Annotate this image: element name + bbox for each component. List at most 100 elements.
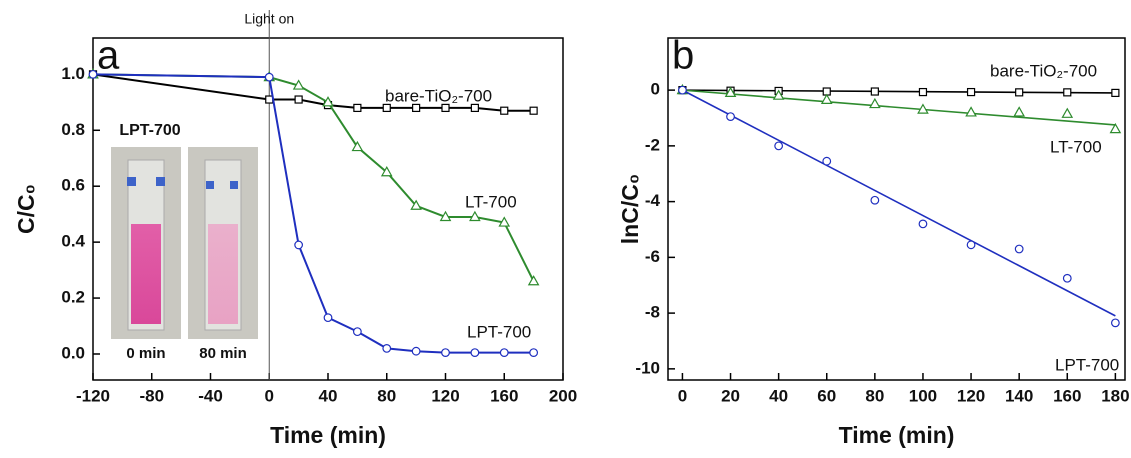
marker [966,240,976,250]
marker [470,103,479,113]
marker [294,95,303,104]
marker [382,103,391,113]
marker [382,344,392,353]
marker [1014,244,1024,254]
series-label: LT-700 [465,192,517,211]
x-tick-label: 0 [678,386,687,405]
marker [870,195,880,205]
x-tick-label: 200 [549,386,577,405]
marker [292,79,305,90]
y-tick-label: -10 [635,358,660,377]
x-tick-label: 0 [265,386,274,405]
x-tick-label: 20 [721,386,740,405]
x-tick-label: 160 [1053,386,1081,405]
marker [380,166,393,177]
y-axis-title: C/C₀ [13,184,39,234]
cap-mark [230,181,238,189]
marker [351,140,364,152]
marker [1110,318,1120,328]
marker [499,348,509,357]
x-tick-label: 180 [1101,386,1129,405]
x-tick-label: 80 [865,386,884,405]
fit-line [682,89,1116,126]
y-axis-title: lnC/C₀ [617,174,643,244]
marker [1063,88,1072,97]
plot-frame [667,37,1126,381]
marker [439,210,452,222]
marker [352,327,362,337]
marker [1015,88,1024,97]
marker [529,106,538,115]
x-tick-label: -80 [139,386,164,405]
marker [469,210,481,222]
y-tick-label: 0.8 [61,120,85,139]
y-tick-label: 0.4 [61,232,85,251]
series-label: LT-700 [1050,137,1102,156]
y-tick-label: -8 [645,303,660,322]
x-tick-label: 60 [817,386,836,405]
panel-label: a [97,34,120,78]
marker [353,103,362,113]
y-tick-label: 1.0 [61,64,85,83]
marker [1062,273,1072,283]
marker [529,348,539,357]
marker [1013,106,1025,117]
marker [918,219,928,229]
y-tick-label: 0.6 [61,176,85,195]
x-axis-title: Time (min) [839,422,955,448]
series-label: bare-TiO₂-700 [990,61,1097,80]
fit-line [682,89,1116,94]
y-tick-label: 0.0 [61,343,85,362]
marker [441,103,450,113]
x-tick-label: 160 [490,386,518,405]
marker [294,240,304,250]
panel-label: b [672,34,694,78]
marker [265,95,274,104]
marker [1061,107,1074,118]
cap-mark [127,177,136,186]
solution [131,224,161,324]
solution [208,224,238,324]
marker [918,87,928,97]
x-tick-label: 120 [957,386,985,405]
x-tick-label: 140 [1005,386,1033,405]
marker [917,103,929,114]
cap-mark [156,177,165,186]
marker [869,97,881,109]
marker [820,93,833,104]
y-tick-label: -2 [645,135,660,154]
x-tick-label: 40 [769,386,788,405]
marker [88,69,98,79]
event-label: Light on [244,11,294,27]
marker [322,96,334,107]
marker [470,348,480,357]
x-tick-label: 120 [431,386,459,405]
marker [678,85,687,95]
y-tick-label: 0.2 [61,288,85,307]
series-label: LPT-700 [1055,355,1119,374]
inset-title: LPT-700 [119,122,180,139]
x-tick-label: -120 [76,386,110,405]
marker [412,103,421,113]
marker [822,156,832,166]
marker [965,106,977,117]
inset-label: 0 min [126,345,165,362]
marker [724,86,737,98]
marker [500,106,509,115]
y-tick-label: -4 [645,191,661,210]
marker [1111,88,1120,98]
marker [1109,122,1122,134]
inset-label: 80 min [199,345,247,362]
marker [726,112,735,122]
fit-line [682,89,1116,317]
inset-photos [111,147,258,339]
marker [498,216,511,227]
marker [323,313,333,323]
series-label: LPT-700 [467,322,531,341]
marker [774,141,784,151]
marker [966,87,976,97]
marker [870,87,879,96]
y-tick-label: -6 [645,247,660,266]
